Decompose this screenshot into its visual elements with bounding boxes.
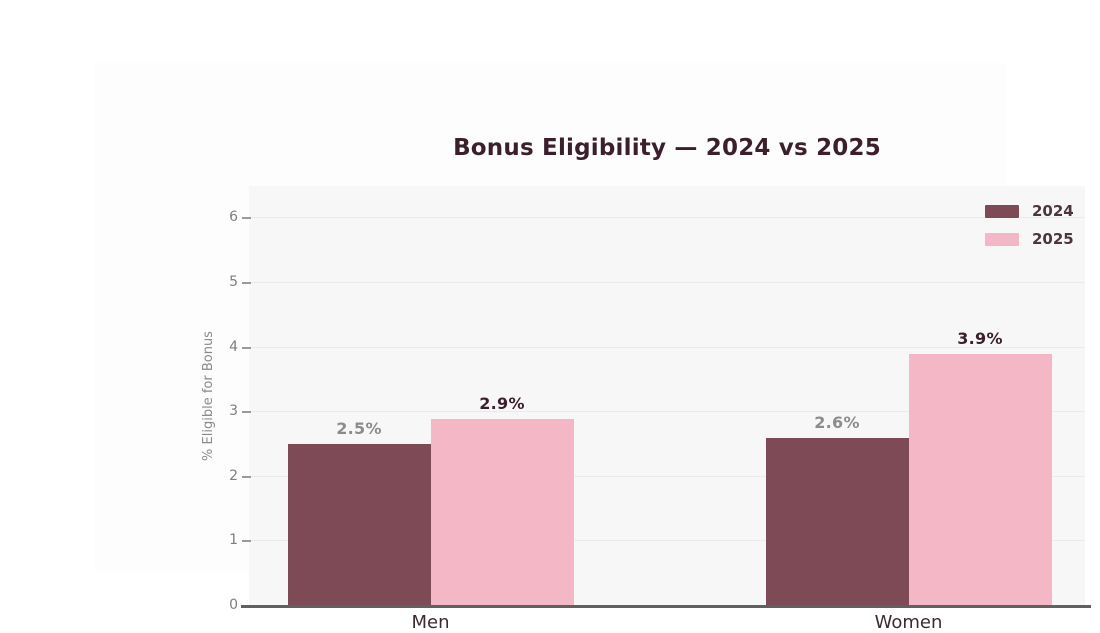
- bar-value-label-2024-women: 2.6%: [814, 413, 860, 432]
- bar-2024-women: [765, 438, 909, 606]
- y-tick-label: 6: [229, 209, 238, 226]
- bar-value-label-2025-women: 3.9%: [957, 329, 1003, 348]
- y-tick-mark: [242, 540, 251, 543]
- gridline: [249, 475, 1085, 477]
- bar-value-label-2024-men: 2.5%: [336, 419, 382, 439]
- gridline: [249, 217, 1085, 219]
- x-tick-label-men: Men: [411, 612, 450, 633]
- gridline: [249, 281, 1085, 283]
- gridline: [249, 540, 1085, 542]
- legend-label-2024: 2024: [1032, 202, 1074, 220]
- x-tick-label-women: Women: [874, 612, 943, 633]
- y-tick-label: 2: [229, 467, 238, 484]
- y-tick-label: 3: [229, 403, 238, 420]
- legend-label-2025: 2025: [1032, 230, 1074, 248]
- bar-value-label-2025-men: 2.9%: [479, 393, 525, 413]
- y-tick-mark: [242, 281, 251, 284]
- y-tick-mark: [242, 475, 251, 478]
- x-axis-line: [241, 605, 1091, 608]
- y-tick-label: 5: [229, 273, 238, 290]
- legend-item-2025: 2025: [985, 225, 1074, 253]
- gridline: [249, 346, 1085, 348]
- y-tick-mark: [242, 346, 251, 349]
- legend-item-2024: 2024: [985, 197, 1074, 225]
- y-tick-label: 4: [229, 338, 238, 355]
- legend-swatch-2024: [985, 204, 1019, 218]
- chart-figure: Bonus Eligibility — 2024 vs 2025 % Eligi…: [95, 63, 1091, 633]
- y-tick-mark: [242, 217, 251, 220]
- bar-2025-men: [430, 418, 574, 606]
- y-tick-mark: [242, 411, 251, 414]
- chart-card: Bonus Eligibility — 2024 vs 2025 % Eligi…: [95, 63, 1091, 633]
- bar-2024-men: [287, 444, 431, 606]
- gridline: [249, 411, 1085, 413]
- chart-title: Bonus Eligibility — 2024 vs 2025: [453, 135, 881, 161]
- plot-area: 2.5% 2.9% 2.6% 3.9% 2024 2025: [249, 186, 1085, 606]
- y-tick-label: 1: [229, 532, 238, 549]
- y-tick-label: 0: [229, 597, 238, 613]
- legend: 2024 2025: [985, 197, 1074, 253]
- legend-swatch-2025: [985, 232, 1019, 246]
- bar-2025-women: [908, 354, 1052, 606]
